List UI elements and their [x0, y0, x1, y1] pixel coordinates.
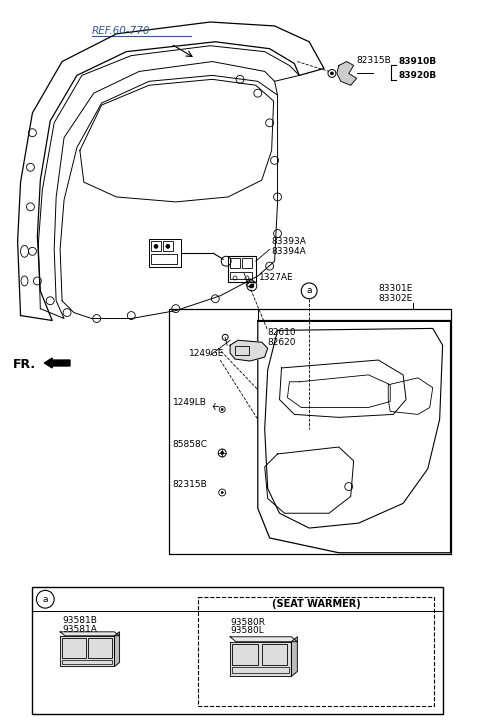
Text: REF.60-770: REF.60-770 [92, 26, 150, 36]
Bar [242, 258, 252, 268]
Text: a: a [43, 595, 48, 603]
Circle shape [221, 451, 224, 454]
Bar [151, 254, 177, 264]
Circle shape [221, 491, 223, 494]
Polygon shape [60, 636, 114, 667]
Polygon shape [337, 62, 357, 85]
Text: 83301E: 83301E [378, 284, 413, 293]
Text: a: a [307, 286, 312, 295]
Bar [230, 272, 252, 279]
Bar [149, 239, 181, 267]
Text: 1327AE: 1327AE [259, 273, 294, 282]
Polygon shape [291, 637, 297, 676]
Text: 82610: 82610 [268, 329, 297, 337]
Text: 1249GE: 1249GE [189, 349, 224, 358]
Text: 93580L: 93580L [230, 626, 264, 635]
Bar [62, 638, 86, 657]
Text: 93580R: 93580R [230, 618, 265, 627]
Text: 93581A: 93581A [62, 624, 97, 634]
Bar [235, 346, 249, 355]
Text: 83393A: 83393A [272, 238, 307, 246]
FancyArrow shape [44, 358, 70, 368]
Text: 83302E: 83302E [378, 294, 412, 302]
Bar [169, 309, 451, 554]
Text: 1249LB: 1249LB [173, 398, 206, 408]
Text: 93581B: 93581B [62, 616, 97, 625]
Bar [232, 667, 289, 673]
Polygon shape [230, 340, 268, 361]
Polygon shape [114, 632, 119, 667]
Bar [262, 643, 287, 665]
Bar [228, 256, 256, 282]
Text: 83920B: 83920B [398, 71, 436, 80]
Bar [62, 659, 112, 664]
Circle shape [250, 284, 254, 288]
Text: 82315B: 82315B [173, 480, 207, 489]
Bar [230, 258, 240, 268]
Text: 83394A: 83394A [272, 247, 307, 256]
Circle shape [166, 244, 170, 249]
Polygon shape [230, 637, 297, 642]
Bar [163, 241, 173, 252]
Bar [33, 587, 443, 714]
Bar [88, 638, 112, 657]
Bar [151, 241, 161, 252]
Text: 82315B: 82315B [357, 57, 391, 65]
Polygon shape [60, 632, 119, 636]
Text: 85858C: 85858C [173, 440, 208, 449]
Circle shape [154, 244, 158, 249]
Text: 82620: 82620 [268, 338, 296, 348]
Bar [232, 643, 258, 665]
Text: 83910B: 83910B [398, 57, 436, 66]
Circle shape [331, 72, 333, 75]
Polygon shape [230, 642, 291, 676]
Circle shape [221, 409, 223, 411]
Text: FR.: FR. [12, 358, 36, 371]
Text: (SEAT WARMER): (SEAT WARMER) [272, 599, 361, 609]
Bar [198, 598, 433, 706]
